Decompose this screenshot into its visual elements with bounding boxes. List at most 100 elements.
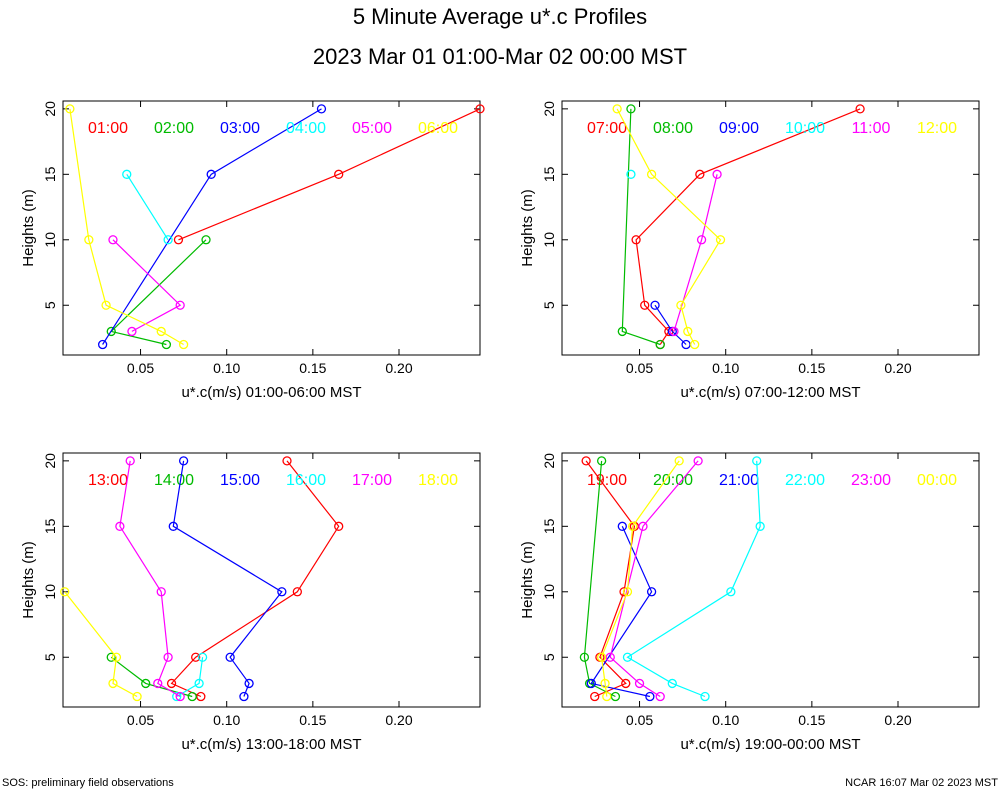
data-point xyxy=(696,235,707,245)
series-line xyxy=(654,304,687,345)
x-tick-label: 0.05 xyxy=(626,360,653,376)
data-point xyxy=(225,652,235,662)
data-point xyxy=(650,300,660,310)
data-point xyxy=(712,169,722,179)
data-point xyxy=(695,169,705,179)
legend-label: 07:00 xyxy=(587,120,627,137)
series-1000 xyxy=(626,169,636,179)
legend-label: 09:00 xyxy=(719,120,759,137)
data-point xyxy=(621,678,631,689)
y-tick-label: 5 xyxy=(42,301,58,309)
data-point xyxy=(244,678,254,689)
legend-label: 15:00 xyxy=(220,472,260,489)
data-point xyxy=(282,456,292,466)
x-tick-label: 0.05 xyxy=(127,360,154,376)
legend-label: 19:00 xyxy=(587,472,627,489)
y-tick-label: 20 xyxy=(42,101,58,117)
y-tick-label: 10 xyxy=(541,584,557,600)
data-point xyxy=(590,691,600,702)
x-tick-label: 0.10 xyxy=(712,360,739,376)
data-point xyxy=(627,521,638,531)
data-point xyxy=(163,235,173,245)
data-point xyxy=(683,326,693,337)
x-tick-label: 0.10 xyxy=(213,360,240,376)
series-line xyxy=(102,108,322,345)
data-point xyxy=(111,652,122,662)
series-line xyxy=(585,460,636,698)
x-tick-label: 0.20 xyxy=(385,360,412,376)
data-point xyxy=(178,339,189,350)
data-point xyxy=(646,587,657,597)
panel-1: 0.05 0.10 0.15 0.20 5 10 15 20 u*.c(m/s) 01:00-0… xyxy=(20,100,485,401)
series-line xyxy=(590,526,653,698)
y-tick-label: 20 xyxy=(42,453,58,469)
data-point xyxy=(65,104,75,114)
data-point xyxy=(153,678,163,689)
data-point xyxy=(108,678,118,689)
data-point xyxy=(676,300,686,310)
x-tick-label: 0.15 xyxy=(299,360,326,376)
data-point xyxy=(596,652,607,662)
data-point xyxy=(855,104,865,114)
x-axis-label: u*.c(m/s) 13:00-18:00 MST xyxy=(181,736,361,753)
series-line xyxy=(64,591,138,698)
data-point xyxy=(122,169,132,179)
series-2300 xyxy=(605,456,703,702)
series-line xyxy=(609,460,699,698)
y-tick-label: 10 xyxy=(42,584,58,600)
series-line xyxy=(112,239,182,332)
data-point xyxy=(617,521,627,531)
y-axis-label: Heights (m) xyxy=(519,541,536,619)
data-point xyxy=(715,235,726,245)
x-tick-label: 0.20 xyxy=(884,712,911,728)
series-1500 xyxy=(168,456,287,702)
series-0000 xyxy=(596,456,684,702)
data-point xyxy=(178,456,189,466)
x-tick-label: 0.15 xyxy=(798,712,825,728)
data-point xyxy=(168,521,178,531)
y-axis-label: Heights (m) xyxy=(20,189,37,267)
data-point xyxy=(334,169,344,179)
data-point xyxy=(277,587,287,597)
data-point xyxy=(610,691,621,702)
series-line xyxy=(621,108,661,346)
data-point xyxy=(172,691,182,702)
data-point xyxy=(97,339,108,350)
y-tick-label: 5 xyxy=(541,301,557,309)
y-tick-label: 20 xyxy=(541,101,557,117)
data-point xyxy=(106,326,116,337)
series-line xyxy=(126,173,169,241)
series-1700 xyxy=(115,456,185,702)
y-tick-label: 15 xyxy=(541,518,557,534)
y-tick-label: 15 xyxy=(42,166,58,182)
footer-timestamp: NCAR 16:07 Mar 02 2023 MST xyxy=(845,777,998,789)
data-point xyxy=(626,104,636,114)
x-tick-label: 0.10 xyxy=(712,712,739,728)
data-point xyxy=(626,169,636,179)
data-point xyxy=(106,652,116,662)
series-line xyxy=(583,460,616,698)
data-point xyxy=(141,678,151,689)
legend-label: 00:00 xyxy=(917,472,957,489)
x-tick-label: 0.15 xyxy=(798,360,825,376)
legend-label: 02:00 xyxy=(154,120,194,137)
data-point xyxy=(156,326,166,337)
y-tick-label: 20 xyxy=(541,453,557,469)
legend-label: 10:00 xyxy=(785,120,825,137)
series-0600 xyxy=(65,104,189,350)
series-2100 xyxy=(586,521,657,702)
data-point xyxy=(638,521,648,531)
series-line xyxy=(69,108,184,346)
x-tick-label: 0.05 xyxy=(626,712,653,728)
x-tick-label: 0.15 xyxy=(299,712,326,728)
series-0300 xyxy=(97,104,327,350)
y-axis-label: Heights (m) xyxy=(20,541,37,619)
plot-frame xyxy=(62,452,481,708)
legend-label: 05:00 xyxy=(352,120,392,137)
data-point xyxy=(194,678,204,689)
legend-label: 11:00 xyxy=(852,120,891,137)
data-point xyxy=(475,104,485,114)
data-point xyxy=(622,587,633,597)
x-axis-label: u*.c(m/s) 19:00-00:00 MST xyxy=(680,736,860,753)
data-point xyxy=(693,456,703,466)
